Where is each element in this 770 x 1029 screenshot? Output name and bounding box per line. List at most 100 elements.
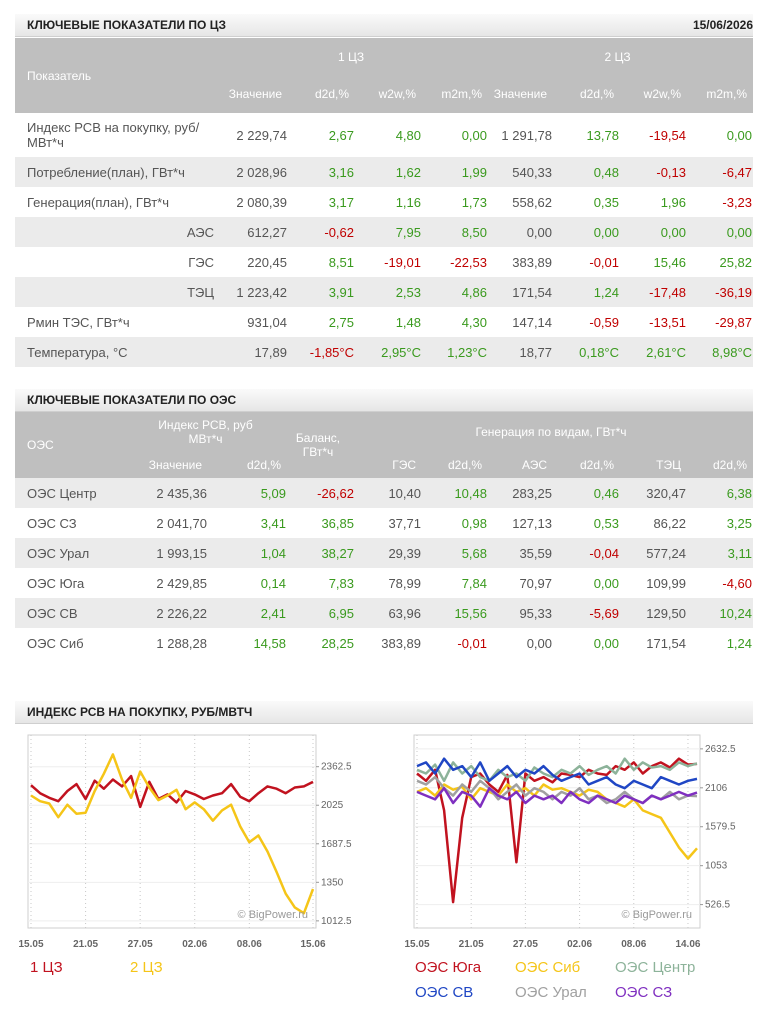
- cell: 10,40: [355, 478, 422, 508]
- legend-entry: ОЭС СВ: [415, 984, 473, 1001]
- cell: 0,53: [553, 508, 620, 538]
- table-row: ТЭЦ 1 223,42 3,91 2,53 4,86 171,54 1,24 -17,48-…: [15, 277, 754, 307]
- series-line: [416, 783, 698, 860]
- row-label: Температура, °С: [15, 337, 220, 367]
- cell: 540,33: [488, 157, 554, 187]
- table-row: Генерация(план), ГВт*ч 2 080,39 3,17 1,16 1,…: [15, 187, 753, 217]
- legend-entry: 1 ЦЗ: [30, 959, 63, 976]
- cell: 0,00: [461, 127, 488, 143]
- cell: -13,51: [649, 314, 687, 330]
- cell: -22,53: [450, 254, 488, 270]
- cell: 931,04: [247, 314, 287, 330]
- sub-header: m2m,%: [687, 75, 754, 113]
- watermark: © BigPower.ru: [622, 909, 692, 921]
- date: 15/06/2026: [692, 18, 753, 32]
- table-row: ОЭС Центр 2 435,36 5,09 -26,62 10,40 10,48 283…: [15, 478, 753, 508]
- cell: 0,00: [687, 217, 754, 247]
- cell: 1,24: [553, 277, 621, 307]
- cell: 127,13: [488, 508, 553, 538]
- y-tick-label: 526.5: [705, 900, 730, 911]
- legend-entry: ОЭС Юга: [415, 959, 482, 976]
- cell: 0,00: [726, 127, 753, 143]
- cell: 29,39: [355, 538, 422, 568]
- cell: 4,80: [395, 127, 421, 143]
- row-label: АЭС: [15, 217, 220, 247]
- cell: -0,04: [553, 538, 620, 568]
- cell: 1,48: [395, 314, 421, 330]
- cell: 4,86: [422, 277, 489, 307]
- cell: 4,30: [461, 314, 488, 330]
- cell: 0,35: [593, 194, 620, 210]
- legend-entry: ОЭС СЗ: [615, 984, 672, 1001]
- row-label: Индекс РСВ на покупку, руб/МВт*ч: [27, 120, 200, 150]
- cell: -4,60: [687, 568, 753, 598]
- cell: 0,00: [553, 217, 621, 247]
- cell: 35,59: [488, 538, 553, 568]
- sub-header: d2d,%: [687, 452, 753, 478]
- table-row: Потребление(план), ГВт*ч 2 028,96 3,16 1,62…: [15, 157, 754, 187]
- row-label: Потребление(план), ГВт*ч: [15, 157, 220, 187]
- cell: 3,91: [288, 277, 355, 307]
- series-line: [416, 757, 698, 783]
- cell: 109,99: [620, 568, 687, 598]
- sub-header: d2d,%: [553, 452, 620, 478]
- cell: 15,56: [422, 598, 488, 628]
- row-label: ОЭС Юга: [15, 568, 130, 598]
- cell: -29,87: [715, 314, 753, 330]
- sub-header: m2m,%: [422, 75, 489, 113]
- cell: 0,00: [488, 217, 554, 247]
- cell: -0,59: [589, 314, 620, 330]
- cell: 1 993,15: [130, 538, 208, 568]
- sub-header: ТЭЦ: [620, 452, 687, 478]
- cell: 36,85: [287, 508, 355, 538]
- y-tick-label: 1012.5: [321, 916, 352, 927]
- cell: -0,13: [620, 157, 688, 187]
- table-row: ОЭС СЗ 2 041,70 3,41 36,85 37,71 0,98 127,13 0,…: [15, 508, 753, 538]
- cell: -0,01: [589, 254, 620, 270]
- section-title: КЛЮЧЕВЫЕ ПОКАЗАТЕЛИ ПО ОЭС: [27, 393, 237, 407]
- sub-header: d2d,%: [208, 452, 287, 478]
- cell: 2 080,39: [236, 194, 287, 210]
- cell: 0,00: [620, 217, 688, 247]
- cell: -0,62: [288, 217, 355, 247]
- cell: 6,95: [287, 598, 355, 628]
- table-row: ОЭС Урал 1 993,15 1,04 38,27 29,39 5,68 35,59-…: [15, 538, 753, 568]
- cell: 1,62: [355, 157, 422, 187]
- watermark: © BigPower.ru: [238, 909, 308, 921]
- sub-header: d2d,%: [288, 75, 355, 113]
- y-tick-label: 2025: [321, 800, 344, 811]
- cell: 10,48: [422, 478, 488, 508]
- x-tick-label: 27.05: [513, 939, 538, 950]
- cell: 86,22: [620, 508, 687, 538]
- group-header: 1 ЦЗ: [220, 38, 489, 75]
- row-label: ОЭС Центр: [15, 478, 130, 508]
- cell: 2 028,96: [220, 157, 288, 187]
- cell: 2 226,22: [130, 598, 208, 628]
- x-tick-label: 14.06: [675, 939, 700, 950]
- section-bar: ИНДЕКС РСВ НА ПОКУПКУ, РУБ/МВТЧ: [15, 701, 753, 724]
- cell: 383,89: [512, 254, 553, 270]
- charts: 1012.5 1350 1687.5 2025 2362.5 15.05 21.05 27.0…: [18, 734, 736, 1001]
- sub-header: ГЭС: [355, 452, 422, 478]
- table-row: ОЭС Юга 2 429,85 0,14 7,83 78,99 7,84 70,97 0,0…: [15, 568, 753, 598]
- table-row: Температура, °С 17,89 -1,85°C 2,95°C 1,23°C 1…: [15, 337, 754, 367]
- cell: 7,95: [355, 217, 422, 247]
- table-row: Рмин ТЭС, ГВт*ч 931,04 2,75 1,48 4,30 147,14 -…: [15, 307, 753, 337]
- x-tick-label: 15.05: [18, 939, 43, 950]
- x-tick-label: 21.05: [73, 939, 98, 950]
- cell: 18,77: [488, 337, 554, 367]
- series-line: [416, 786, 698, 808]
- cell: 2 229,74: [236, 127, 287, 143]
- cell: 15,46: [653, 254, 687, 270]
- cell: 2,67: [328, 127, 354, 143]
- cell: -36,19: [687, 277, 754, 307]
- cell: 2,95°C: [355, 337, 422, 367]
- table-row: ОЭС Сиб 1 288,28 14,58 28,25 383,89 -0,01 0,00…: [15, 628, 753, 658]
- cell: 558,62: [512, 194, 553, 210]
- row-label: ТЭЦ: [15, 277, 220, 307]
- cell: -17,48: [620, 277, 688, 307]
- cell: 0,18°C: [553, 337, 621, 367]
- table-row: Индекс РСВ на покупку, руб/МВт*ч 2 229,74…: [15, 113, 753, 157]
- cell: 2,41: [208, 598, 287, 628]
